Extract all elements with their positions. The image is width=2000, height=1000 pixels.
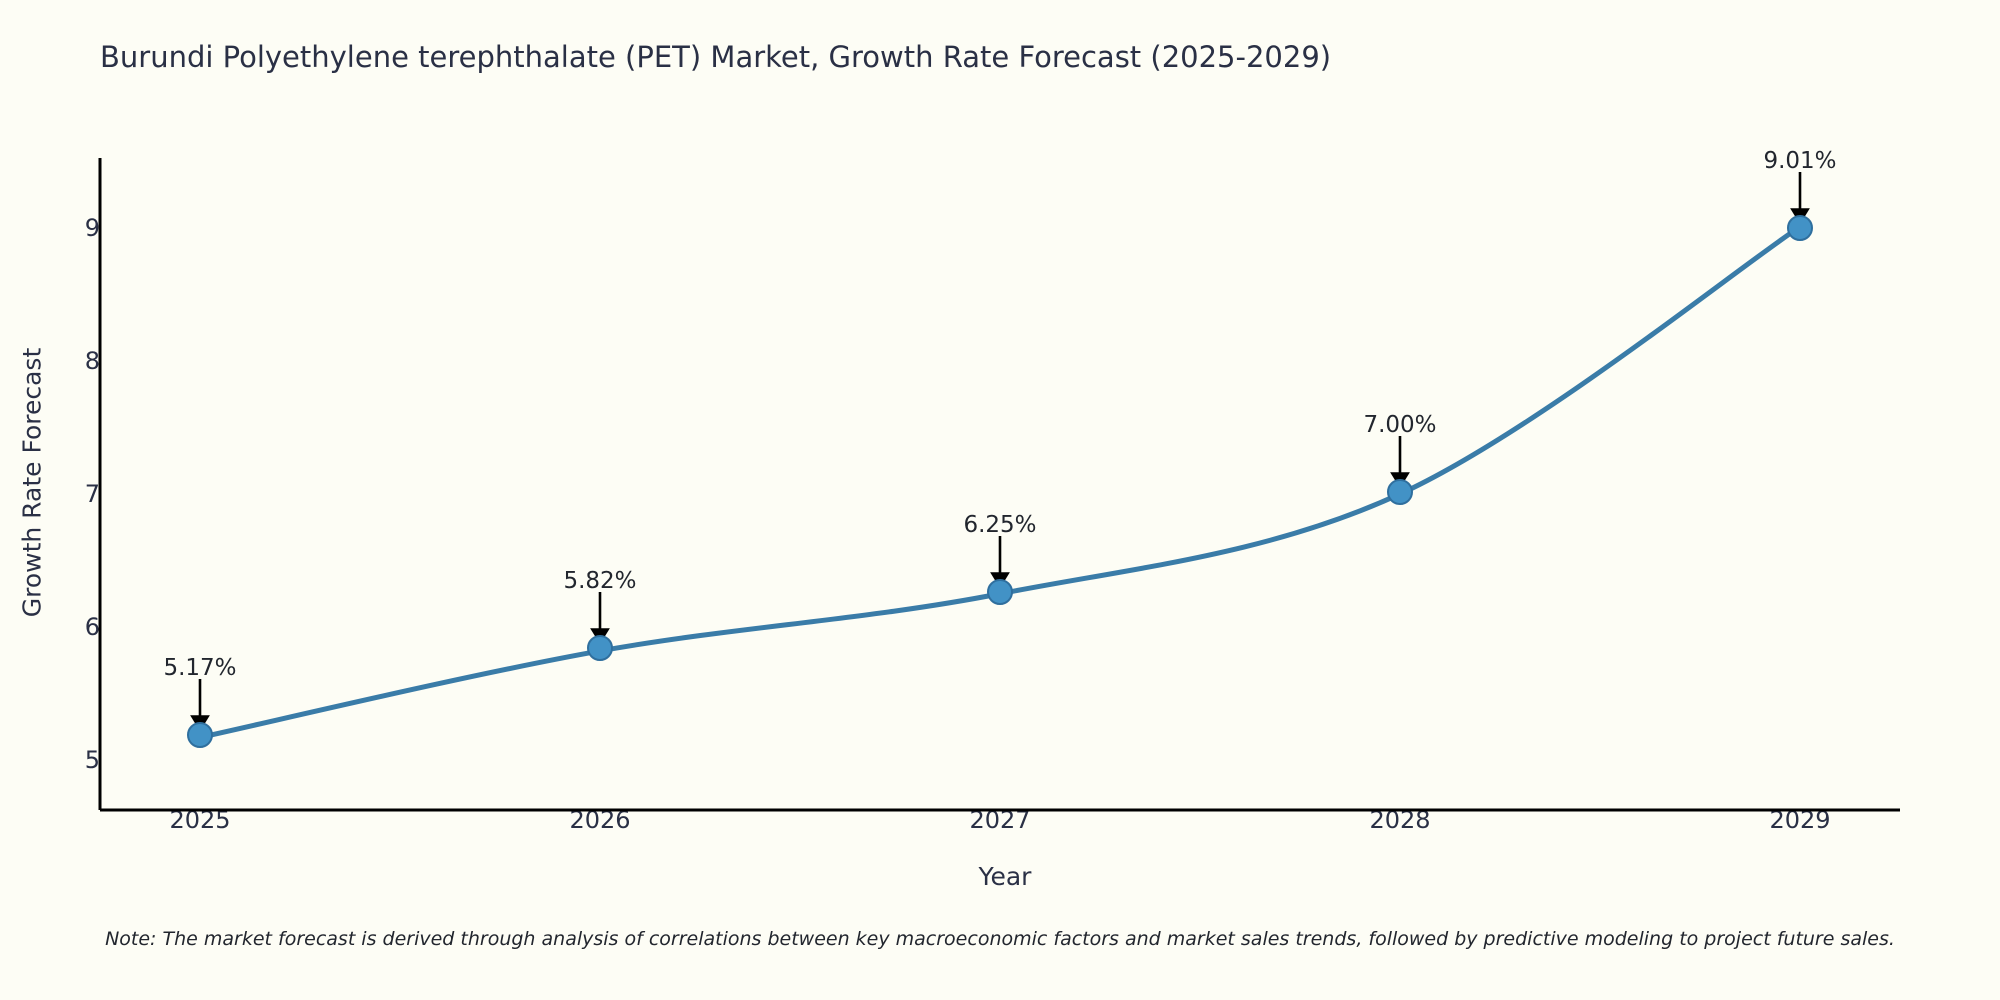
footnote: Note: The market forecast is derived thr…: [105, 928, 1895, 950]
data-point-label: 6.25%: [963, 512, 1037, 538]
data-line-series-1: [197, 224, 1803, 740]
page-title: Burundi Polyethylene terephthalate (PET)…: [100, 40, 1332, 74]
data-point-marker[interactable]: [1787, 215, 1813, 241]
y-axis-ticks: 9 8 7 6 5: [20, 0, 100, 1000]
y-tick-label: 8: [84, 347, 100, 375]
data-markers: [187, 215, 1813, 748]
x-axis-title-text: Year: [978, 862, 1032, 891]
y-tick-label: 6: [84, 613, 100, 641]
data-point-marker[interactable]: [587, 635, 613, 661]
x-axis-title: Year: [0, 862, 2000, 891]
data-point-label: 9.01%: [1763, 148, 1837, 174]
annotation-arrows: [190, 172, 1810, 732]
data-point-label: 5.17%: [163, 655, 237, 681]
data-point-label: 7.00%: [1363, 412, 1437, 438]
data-point-marker[interactable]: [987, 579, 1013, 605]
y-tick-label: 7: [84, 480, 100, 508]
data-point-label: 5.82%: [563, 568, 637, 594]
data-point-marker[interactable]: [187, 722, 213, 748]
data-point-marker[interactable]: [1387, 479, 1413, 505]
y-tick-label: 9: [84, 214, 100, 242]
y-tick-label: 5: [84, 746, 100, 774]
